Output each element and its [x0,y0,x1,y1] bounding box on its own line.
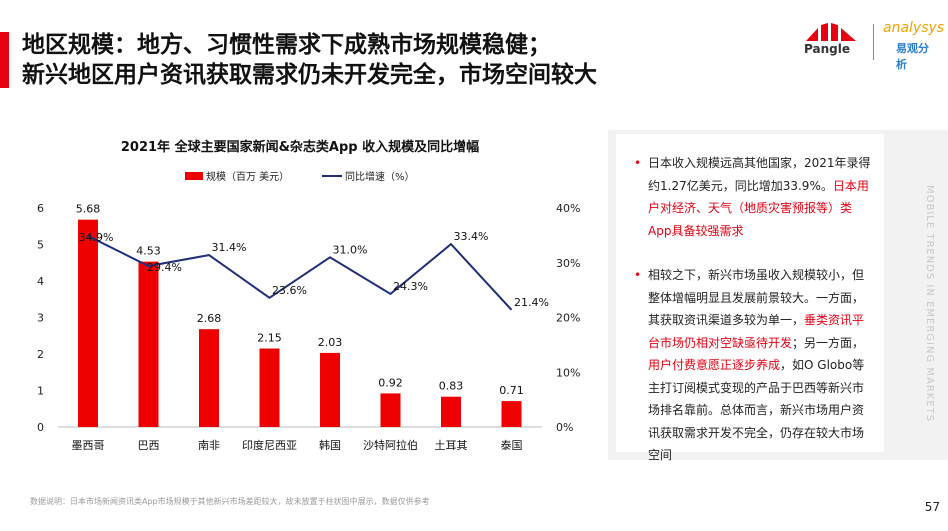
bar [380,393,401,427]
y-tick-label: 4 [37,275,44,288]
bar [199,329,219,427]
x-tick-label: 墨西哥 [72,439,105,450]
bar-value-label: 4.53 [136,245,161,258]
x-tick-label: 沙特阿拉伯 [363,438,418,450]
line-value-label: 24.3% [393,280,428,293]
pangle-logo-text: Pangle [804,42,850,56]
bar-value-label: 2.68 [197,312,222,325]
y-tick-label: 6 [37,202,44,215]
legend-bar-swatch [185,172,203,180]
insight-1-highlight: 日本用户对经济、天气（地质灾害预报等）类App具备较强需求 [648,178,869,238]
x-tick-label: 印度尼西亚 [242,438,297,450]
bar [138,261,159,427]
growth-line [87,235,513,311]
logo-divider [873,24,874,60]
insight-2-text-a: 相较之下，新兴市场虽收入规模较小，但整体增幅明显且发展前景较大。一方面，其获取资… [648,268,865,327]
analysys-logo-text: analysys [883,20,945,36]
line-value-label: 31.0% [333,243,368,256]
x-tick-label: 韩国 [319,438,341,450]
line-value-label: 31.4% [212,241,247,254]
line-value-label: 23.6% [272,284,307,297]
title-line-2: 新兴地区用户资讯获取需求仍未开发完全，市场空间较大 [22,62,597,88]
x-tick-label: 南非 [198,439,220,450]
bar [501,401,522,427]
bar [259,348,280,427]
page-number: 57 [924,500,940,514]
title-line-1: 地区规模：地方、习惯性需求下成熟市场规模稳健； [22,32,551,58]
title-accent-bar [0,32,9,88]
page-title: 地区规模：地方、习惯性需求下成熟市场规模稳健； 新兴地区用户资讯获取需求仍未开发… [22,30,597,90]
bar-value-label: 2.15 [257,332,282,345]
x-tick-label: 土耳其 [435,439,468,450]
line-value-label: 29.4% [147,261,182,274]
side-vertical-text: MOBILE TRENDS IN EMERGING MARKETS [924,185,935,423]
y2-tick-label: 40% [556,202,580,215]
insight-2-highlight-2: 用户付费意愿正逐步养成 [648,358,781,372]
y-tick-label: 3 [37,312,44,325]
insight-2: • 相较之下，新兴市场虽收入规模较小，但整体增幅明显且发展前景较大。一方面，其获取… [634,264,872,467]
analysys-logo-cn: 易观分析 [896,42,929,71]
pangle-logo-icon [806,23,856,41]
line-value-label: 21.4% [514,296,549,309]
chart-title: 2021年 全球主要国家新闻&杂志类App 收入规模及同比增幅 [121,139,479,155]
y-tick-label: 0 [37,421,44,434]
y-tick-label: 1 [37,385,44,398]
y2-tick-label: 20% [556,312,580,325]
insight-2-highlight-1: 垂类资讯平台市场仍相对空缺亟待开发 [648,313,865,350]
bar [320,352,340,427]
bullet-icon: • [634,268,642,282]
insight-2-text-b: ；另一方面， [792,335,865,350]
insight-2-text-c: ，如O Globo等主打订阅模式变现的产品于巴西等新兴市场排名靠前。总体而言，新… [648,358,865,462]
insight-1: • 日本收入规模远高其他国家，2021年录得约1.27亿美元，同比增加33.9%。… [634,152,872,242]
y2-tick-label: 0% [556,421,573,434]
insight-card: • 日本收入规模远高其他国家，2021年录得约1.27亿美元，同比增加33.9%。… [616,134,884,462]
insight-1-text: 日本收入规模远高其他国家，2021年录得约1.27亿美元，同比增加33.9%。 [648,156,871,193]
line-value-label: 33.4% [454,230,489,243]
footnote: 数据说明：日本市场新闻资讯类App市场规模于其他新兴市场差距较大，故未放置于柱状… [30,497,430,506]
x-tick-label: 泰国 [501,438,523,450]
line-value-label: 34.9% [79,231,114,244]
y-tick-label: 5 [37,239,44,252]
bar-value-label: 0.92 [378,376,403,389]
bar-value-label: 5.68 [76,203,101,216]
bar-value-label: 0.83 [439,380,464,393]
bar [78,219,98,427]
x-tick-label: 巴西 [138,439,160,450]
bullet-icon: • [634,156,642,170]
bar-value-label: 0.71 [499,384,524,397]
bar-value-label: 2.03 [318,336,343,349]
y-tick-label: 2 [37,348,44,361]
bar [441,396,461,427]
legend-bar-label: 规模（百万 美元） [206,170,289,183]
y2-tick-label: 10% [556,366,580,379]
logos: Pangle analysys 易观分析 [788,18,944,71]
legend-line-label: 同比增速（%） [345,170,415,183]
y2-tick-label: 30% [556,257,580,270]
